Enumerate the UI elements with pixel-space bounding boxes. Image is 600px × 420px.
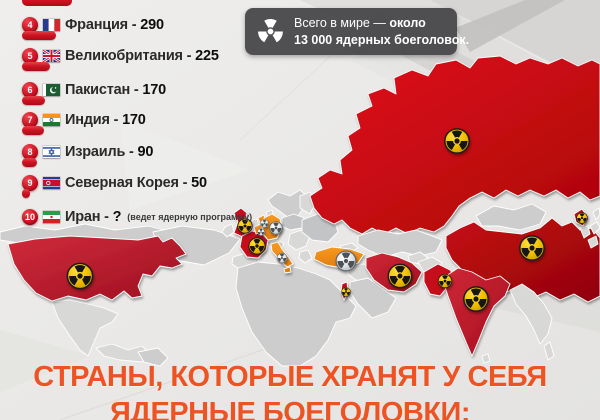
country-south-korea bbox=[579, 225, 591, 239]
country-india bbox=[443, 267, 511, 357]
country-greece bbox=[298, 249, 313, 264]
region-central-europe bbox=[281, 213, 305, 231]
list-item-uk: 5 Великобритания - 225 bbox=[22, 47, 219, 71]
israel-flag-icon bbox=[43, 146, 60, 158]
total-line1: Всего в мире — bbox=[294, 16, 386, 31]
country-label: Франция - 290 bbox=[65, 17, 164, 33]
title-line1: СТРАНЫ, КОТОРЫЕ ХРАНЯТ У СЕБЯ bbox=[33, 361, 547, 393]
list-item-india: 7 Индия - 170 bbox=[22, 111, 146, 135]
radiation-marker-north-korea bbox=[576, 212, 588, 224]
region-south-america bbox=[137, 347, 169, 367]
region-southeast-asia bbox=[509, 283, 555, 361]
rank-badge: 6 bbox=[22, 82, 38, 98]
rank-badge: 8 bbox=[22, 144, 38, 160]
world-total-box: Всего в мире — около 13 000 ядерных боег… bbox=[245, 8, 469, 55]
north-korea-flag-icon bbox=[43, 177, 60, 189]
radiation-marker-russia bbox=[444, 128, 470, 154]
country-label: Иран - ? bbox=[65, 209, 122, 225]
radiation-marker-turkey bbox=[335, 250, 357, 272]
radiation-marker-china bbox=[519, 235, 545, 261]
india-flag-icon bbox=[43, 114, 60, 126]
france-flag-icon bbox=[43, 19, 60, 31]
value-bar bbox=[22, 31, 56, 40]
world-total-text: Всего в мире — около 13 000 ядерных боег… bbox=[294, 16, 470, 47]
value-bar bbox=[22, 158, 37, 167]
country-japan bbox=[587, 207, 600, 249]
country-label: Северная Корея - 50 bbox=[65, 175, 207, 191]
radiation-marker-iran bbox=[387, 263, 413, 289]
list-item-france: 4 Франция - 290 bbox=[22, 16, 164, 40]
radiation-marker-israel bbox=[341, 287, 351, 297]
country-label: Израиль - 90 bbox=[65, 144, 154, 160]
radiation-marker-france bbox=[248, 237, 266, 255]
list-item-north-korea: 9 Северная Корея - 50 bbox=[22, 174, 207, 198]
iran-flag-icon bbox=[43, 211, 60, 223]
rank-badge: 5 bbox=[22, 48, 38, 64]
country-mongolia bbox=[475, 203, 547, 231]
total-line2: 13 000 ядерных боеголовок. bbox=[294, 32, 470, 47]
value-bar bbox=[22, 96, 45, 105]
uk-flag-icon bbox=[43, 50, 60, 62]
radiation-marker-belgium bbox=[257, 228, 265, 236]
country-usa bbox=[7, 235, 187, 302]
radiation-marker-germany bbox=[269, 221, 283, 235]
country-note: (ведет ядерную программу) bbox=[127, 212, 253, 222]
list-item-iran: 10 Иран - ? (ведет ядерную программу) bbox=[22, 208, 252, 226]
main-title: СТРАНЫ, КОТОРЫЕ ХРАНЯТ У СЕБЯ ЯДЕРНЫЕ БО… bbox=[0, 359, 595, 420]
radiation-marker-italy bbox=[276, 252, 288, 264]
country-norway-sweden bbox=[267, 189, 309, 223]
rank-badge: 9 bbox=[22, 175, 38, 191]
rank-badge: 10 bbox=[22, 209, 38, 225]
list-item-pakistan: 6 Пакистан - 170 bbox=[22, 81, 166, 105]
radiation-marker-india bbox=[463, 286, 489, 312]
country-ireland bbox=[221, 223, 235, 238]
country-mexico bbox=[51, 299, 119, 357]
radiation-marker-netherlands bbox=[260, 219, 269, 228]
radiation-marker-usa bbox=[66, 262, 94, 290]
country-label: Пакистан - 170 bbox=[65, 82, 166, 98]
rank-badge: 7 bbox=[22, 112, 38, 128]
rank-badge: 4 bbox=[22, 17, 38, 33]
continent-africa bbox=[235, 261, 357, 367]
radiation-icon bbox=[258, 19, 283, 43]
country-label: Великобритания - 225 bbox=[65, 48, 219, 64]
country-sri-lanka bbox=[481, 353, 491, 364]
title-line2: ЯДЕРНЫЕ БОЕГОЛОВКИ: bbox=[109, 397, 471, 420]
rank3-value-bar-partial bbox=[22, 0, 72, 6]
value-bar bbox=[22, 126, 44, 135]
country-kazakhstan bbox=[357, 229, 443, 258]
radiation-marker-pakistan bbox=[437, 273, 453, 289]
country-saudi-arabia bbox=[349, 277, 397, 319]
country-label: Индия - 170 bbox=[65, 112, 146, 128]
list-item-israel: 8 Израиль - 90 bbox=[22, 143, 154, 167]
value-bar bbox=[22, 62, 50, 71]
pakistan-flag-icon bbox=[43, 84, 60, 96]
value-bar bbox=[22, 189, 30, 198]
